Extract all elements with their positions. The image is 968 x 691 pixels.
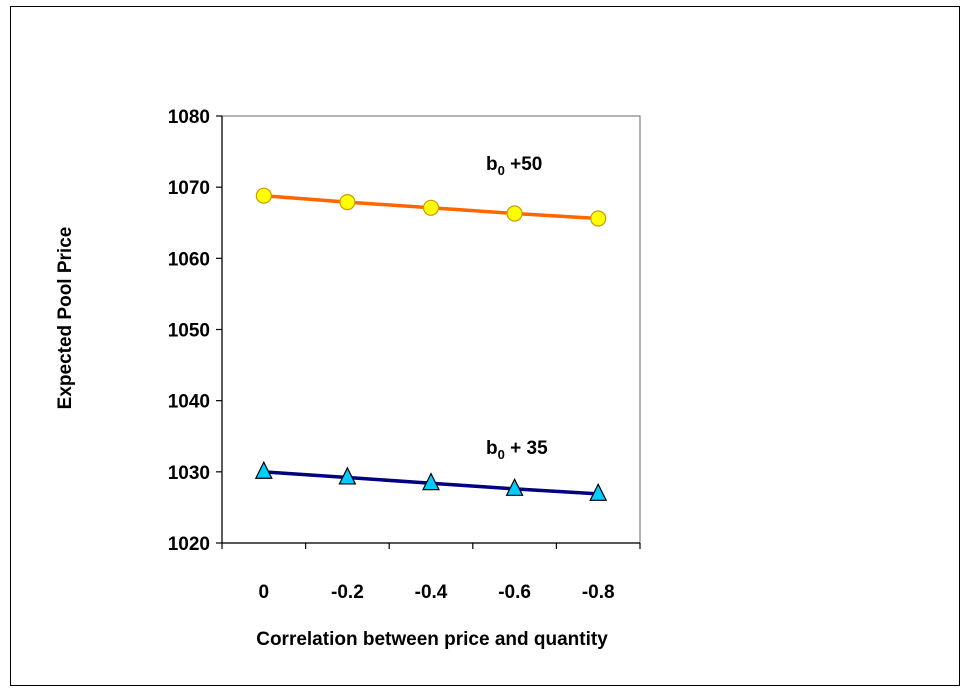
series-label: b0 +50 (486, 154, 542, 178)
data-point (422, 199, 440, 216)
series-1: b0 +50 (255, 154, 607, 227)
x-tick-label: -0.2 (331, 582, 364, 603)
data-point (255, 187, 272, 204)
data-point (506, 205, 523, 222)
chart-marks: b0 +50 b0 + 35 (254, 154, 608, 501)
data-point (505, 477, 524, 496)
data-point (589, 482, 608, 501)
y-axis-title: Expected Pool Price (55, 227, 76, 410)
plot-area: 1020 1030 1040 1050 1060 1070 1080 0 -0.2 -0.4 -0.… (168, 107, 641, 603)
x-tick-label: -0.4 (415, 582, 448, 603)
y-tick-label: 1030 (168, 463, 210, 484)
data-point (338, 466, 357, 485)
x-axis-title: Correlation between price and quantity (256, 629, 608, 650)
x-tick-label: 0 (259, 582, 270, 603)
data-point (590, 210, 607, 227)
y-tick-label: 1060 (168, 249, 210, 270)
series-label: b0 + 35 (486, 438, 548, 462)
data-point (422, 472, 440, 491)
y-tick-label: 1050 (168, 321, 210, 342)
data-point (339, 194, 356, 211)
y-tick-label: 1070 (168, 178, 210, 199)
series-2: b0 + 35 (254, 438, 608, 501)
chart-frame (10, 6, 960, 686)
data-point (254, 460, 273, 479)
x-tick-label: -0.6 (498, 582, 531, 603)
x-tick-label: -0.8 (582, 582, 615, 603)
y-tick-label: 1020 (168, 534, 210, 555)
y-tick-label: 1080 (168, 107, 210, 128)
y-tick-label: 1040 (168, 392, 210, 413)
